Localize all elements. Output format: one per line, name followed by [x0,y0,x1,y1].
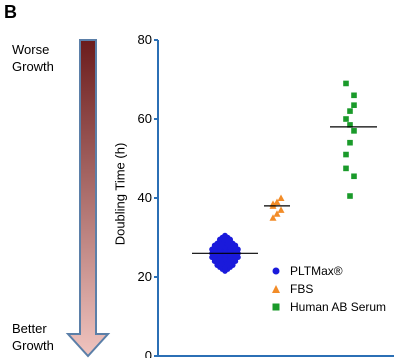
pltmax-data-point [222,264,228,270]
human-ab-serum-data-point [351,128,357,134]
pltmax-data-point [232,244,239,251]
square-marker-icon [272,303,280,311]
legend-item-fbs: FBS [270,280,386,298]
worse-growth-label: Worse Growth [12,42,54,74]
human-ab-serum-data-point [347,193,353,199]
human-ab-serum-data-point [343,80,349,87]
pltmax-data-point [222,268,228,274]
better-growth-label: Better Growth [12,321,54,353]
pltmax-data-point [211,256,218,263]
pltmax-data-point [227,256,233,263]
pltmax-data-point [217,264,223,270]
fbs-data-point [277,206,285,213]
fbs-data-point [273,198,281,205]
pltmax-data-point [222,256,228,263]
human-ab-serum-data-point [343,116,349,122]
pltmax-data-point [217,244,223,251]
fbs-data-point [277,194,285,201]
pltmax-data-point [222,232,228,239]
fbs-data-point [273,210,281,217]
arrow-shape [65,39,111,358]
y-tick-label: 80 [138,32,152,47]
y-tick-label: 0 [145,348,152,358]
human-ab-serum-data-point [347,122,353,128]
y-tick-label: 20 [138,269,152,284]
pltmax-data-point [222,244,228,251]
pltmax-data-point [214,240,220,247]
fbs-data-point [269,214,277,221]
y-tick-label: 40 [138,190,152,205]
legend: PLTMax® FBS Human AB Serum [270,262,386,316]
human-ab-serum-data-point [351,173,357,180]
pltmax-data-point [230,260,236,266]
pltmax-data-point [214,260,220,266]
pltmax-data-point [217,236,223,243]
y-axis-label: Doubling Time (h) [112,142,128,246]
pltmax-data-point [217,256,223,263]
legend-item-pltmax: PLTMax® [270,262,386,280]
pltmax-data-point [227,244,233,251]
pltmax-data-point [232,256,239,263]
panel-label: B [4,2,17,22]
pltmax-data-point [224,260,231,266]
pltmax-data-point [227,236,233,243]
pltmax-data-point [230,240,236,247]
triangle-marker-icon [272,285,280,293]
legend-item-human-ab-serum: Human AB Serum [270,298,386,316]
human-ab-serum-data-point [343,165,349,172]
pltmax-data-point [227,264,233,270]
pltmax-data-point [219,260,226,266]
human-ab-serum-data-point [351,92,357,99]
circle-marker-icon [272,267,280,275]
pltmax-data-point [211,244,218,251]
human-ab-serum-data-point [347,108,353,114]
human-ab-serum-data-point [347,139,353,146]
human-ab-serum-data-point [351,102,357,108]
pltmax-data-point [219,240,226,247]
y-tick-label: 60 [138,111,152,126]
pltmax-data-point [224,240,231,247]
pltmax-data-point [222,236,228,243]
human-ab-serum-data-point [343,151,349,158]
